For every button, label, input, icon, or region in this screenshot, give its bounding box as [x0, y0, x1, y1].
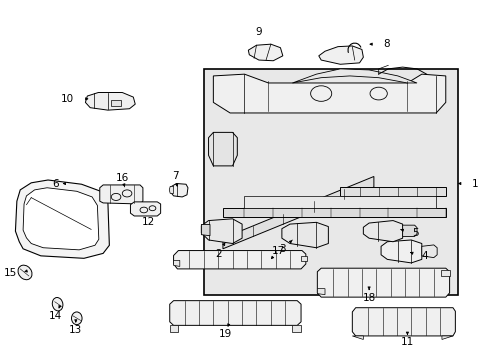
Polygon shape: [421, 245, 436, 258]
Text: 11: 11: [400, 337, 413, 347]
Text: 9: 9: [255, 27, 262, 37]
Polygon shape: [317, 268, 448, 297]
Polygon shape: [351, 308, 454, 336]
Text: 13: 13: [69, 325, 82, 335]
Polygon shape: [171, 184, 187, 197]
Ellipse shape: [71, 312, 82, 325]
Polygon shape: [223, 208, 445, 217]
Polygon shape: [100, 185, 142, 204]
Polygon shape: [340, 187, 445, 196]
Polygon shape: [208, 132, 237, 166]
Polygon shape: [317, 289, 325, 294]
Ellipse shape: [18, 265, 32, 280]
Polygon shape: [201, 219, 242, 243]
Polygon shape: [111, 100, 121, 106]
Polygon shape: [402, 225, 416, 237]
Polygon shape: [248, 44, 282, 61]
Text: 3: 3: [279, 244, 285, 254]
Polygon shape: [16, 180, 109, 258]
Polygon shape: [318, 46, 363, 64]
Polygon shape: [281, 222, 328, 248]
Text: 1: 1: [471, 179, 478, 189]
Polygon shape: [213, 74, 445, 113]
Text: 15: 15: [3, 269, 17, 279]
Polygon shape: [130, 202, 160, 216]
Bar: [203, 69, 457, 294]
Ellipse shape: [52, 297, 63, 311]
Text: 14: 14: [48, 311, 61, 321]
Polygon shape: [169, 325, 178, 332]
Polygon shape: [292, 325, 301, 332]
Polygon shape: [85, 93, 135, 110]
Polygon shape: [351, 336, 363, 339]
Polygon shape: [301, 256, 306, 261]
Polygon shape: [380, 240, 421, 263]
Text: 12: 12: [142, 217, 155, 227]
Text: 2: 2: [214, 249, 221, 259]
Text: 17: 17: [271, 246, 284, 256]
Polygon shape: [244, 196, 435, 208]
Polygon shape: [441, 336, 452, 339]
Polygon shape: [173, 260, 180, 266]
Polygon shape: [23, 188, 99, 250]
Polygon shape: [440, 270, 448, 276]
Text: 16: 16: [116, 173, 129, 183]
Text: 7: 7: [171, 171, 178, 181]
Text: 6: 6: [52, 179, 59, 189]
Polygon shape: [223, 176, 373, 249]
Text: 5: 5: [411, 228, 418, 238]
Polygon shape: [363, 221, 402, 242]
Text: 4: 4: [421, 251, 427, 261]
Text: 18: 18: [362, 293, 375, 303]
Polygon shape: [169, 301, 301, 325]
Polygon shape: [173, 251, 305, 269]
Polygon shape: [169, 186, 173, 193]
Polygon shape: [292, 69, 416, 83]
Text: 19: 19: [218, 329, 231, 339]
Text: 10: 10: [61, 94, 74, 104]
Text: 8: 8: [383, 39, 389, 49]
Polygon shape: [201, 224, 209, 236]
